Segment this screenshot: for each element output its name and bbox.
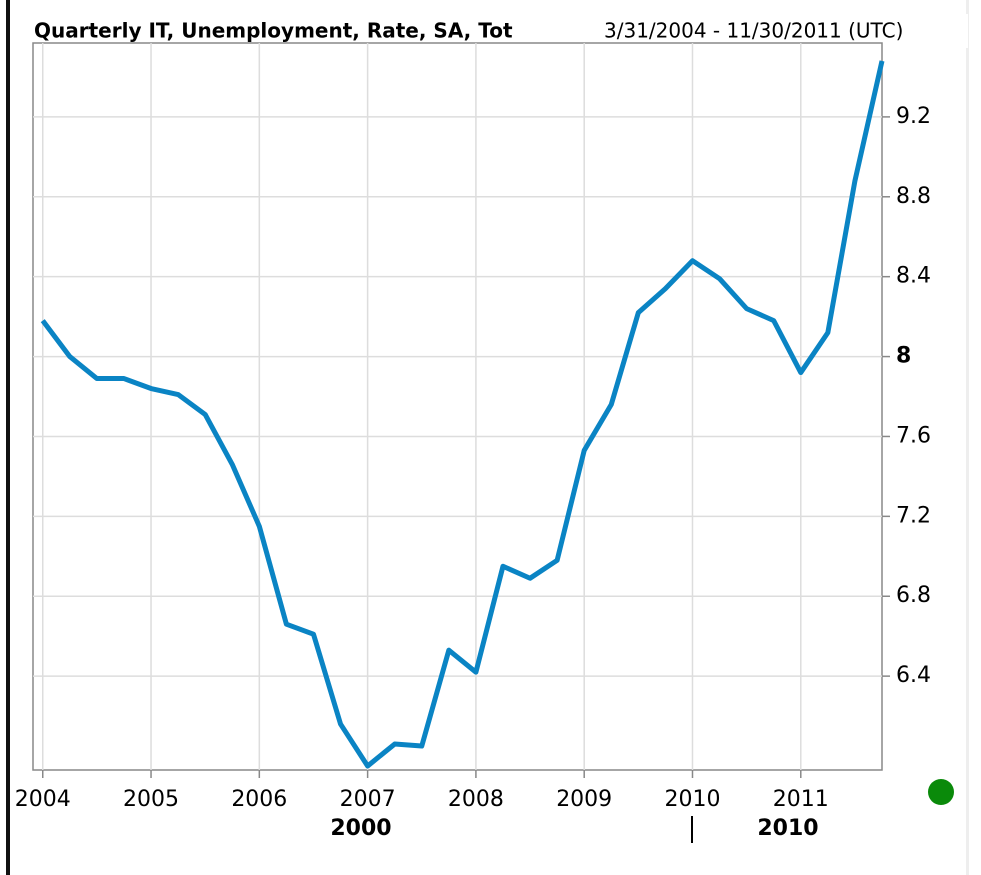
y-tick-label: 7.2 xyxy=(896,503,931,528)
x-tick-label: 2007 xyxy=(340,787,396,812)
y-tick-label: 9.2 xyxy=(896,104,931,129)
y-tick-label: 7.6 xyxy=(896,423,931,448)
line-series xyxy=(40,60,885,769)
y-tick-label: 8.8 xyxy=(896,184,931,209)
y-tick-label: 8.4 xyxy=(896,264,931,289)
x-tick-label: 2010 xyxy=(664,787,720,812)
y-tick-label: 6.4 xyxy=(896,663,931,688)
x-tick-label: 2004 xyxy=(15,787,71,812)
plot-frame xyxy=(32,42,883,771)
left-border xyxy=(6,0,10,875)
x-tick-label: 2008 xyxy=(448,787,504,812)
x-group-label: 2010 xyxy=(757,816,818,841)
x-group-label: 2000 xyxy=(330,816,391,841)
status-dot xyxy=(928,779,954,805)
x-tick-label: 2005 xyxy=(123,787,179,812)
x-tick-label: 2011 xyxy=(773,787,829,812)
x-tick-label: 2009 xyxy=(556,787,612,812)
x-tick-label: 2006 xyxy=(231,787,287,812)
chart-subtitle: 3/31/2004 - 11/30/2011 (UTC) xyxy=(604,19,903,43)
y-tick-label: 8 xyxy=(896,344,911,369)
chart-title: Quarterly IT, Unemployment, Rate, SA, To… xyxy=(34,19,513,43)
right-border xyxy=(966,0,969,875)
y-tick-label: 6.8 xyxy=(896,583,931,608)
